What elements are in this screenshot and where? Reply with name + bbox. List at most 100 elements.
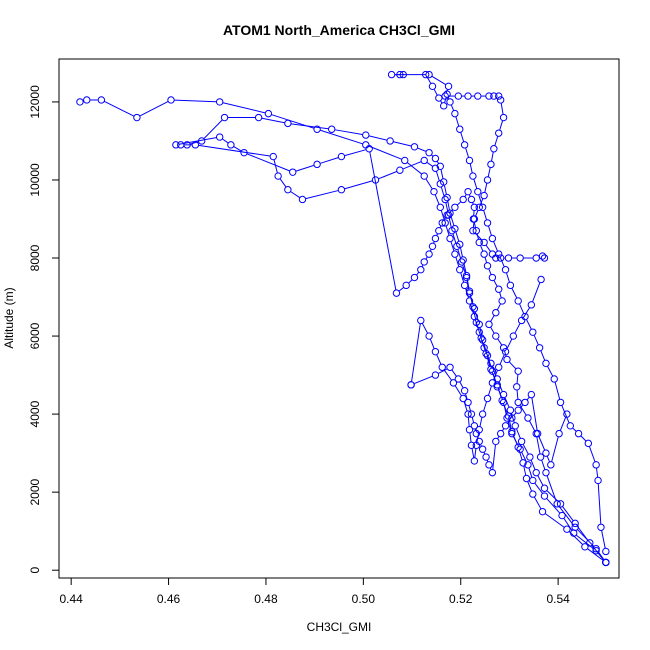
series-line-segment xyxy=(506,272,510,283)
data-point xyxy=(470,203,479,211)
series-line-segment xyxy=(490,315,495,322)
data-point xyxy=(431,164,440,172)
x-tick-label: 0.46 xyxy=(157,592,181,606)
series-line-segment xyxy=(407,162,422,175)
series-line-segment xyxy=(447,200,450,210)
series-line-segment xyxy=(493,241,498,252)
data-point xyxy=(133,113,141,122)
data-point xyxy=(514,406,522,414)
series-line-segment xyxy=(455,116,460,127)
series-line-segment xyxy=(514,323,521,334)
data-point xyxy=(480,191,488,200)
data-point xyxy=(464,398,472,407)
series-line-segment xyxy=(222,138,229,144)
data-point xyxy=(532,468,540,477)
data-point xyxy=(417,266,425,274)
data-point xyxy=(508,429,516,438)
series-line-segment xyxy=(545,513,565,528)
data-point xyxy=(467,410,476,418)
data-point xyxy=(509,332,518,340)
series-line-segment xyxy=(451,369,457,377)
data-point xyxy=(410,143,419,151)
series-line-segment xyxy=(344,180,373,190)
data-point xyxy=(83,96,91,104)
data-point xyxy=(487,365,495,373)
data-point xyxy=(517,437,526,446)
series-line-segment xyxy=(460,272,465,283)
data-point xyxy=(533,429,542,438)
chart-title: ATOM1 North_America CH3Cl_GMI xyxy=(223,22,455,38)
data-point xyxy=(538,507,547,516)
data-point xyxy=(492,308,500,317)
data-point xyxy=(527,390,536,399)
data-point xyxy=(566,422,575,430)
data-point xyxy=(362,131,370,139)
series-line-segment xyxy=(563,518,573,531)
series-line-segment xyxy=(511,288,518,299)
y-tick-label: 2000 xyxy=(28,478,42,505)
series-line-segment xyxy=(499,257,505,267)
data-point xyxy=(460,386,469,395)
data-point xyxy=(513,383,521,391)
series-line-segment xyxy=(473,179,478,189)
series-line-segment xyxy=(502,428,505,431)
series-line-segment xyxy=(440,169,444,179)
series-line-segment xyxy=(532,282,541,302)
data-point xyxy=(449,379,458,387)
data-point xyxy=(401,156,409,165)
data-point xyxy=(274,172,282,180)
data-point xyxy=(488,379,497,387)
series-line-segment xyxy=(488,268,492,275)
series-4 xyxy=(76,96,610,567)
series-line-segment xyxy=(521,452,527,463)
y-tick-label: 4000 xyxy=(28,400,42,427)
series-line-segment xyxy=(597,483,602,524)
data-point xyxy=(425,148,433,157)
data-point xyxy=(410,273,419,282)
series-line-segment xyxy=(580,435,587,442)
data-point xyxy=(495,363,503,371)
y-axis-label: Altitude (m) xyxy=(2,287,16,348)
data-point xyxy=(496,96,505,104)
series-line-segment xyxy=(492,444,496,470)
series-line-segment xyxy=(455,257,460,267)
data-point xyxy=(488,234,497,243)
data-point xyxy=(337,152,346,161)
series-line-segment xyxy=(198,144,270,157)
data-point xyxy=(451,203,459,211)
data-point xyxy=(574,429,583,438)
series-line-segment xyxy=(465,288,469,298)
data-point xyxy=(460,141,469,149)
data-point xyxy=(439,178,448,186)
data-point xyxy=(470,422,479,430)
series-line-segment xyxy=(203,119,223,139)
data-point xyxy=(547,461,555,469)
data-point xyxy=(76,98,84,106)
series-line-segment xyxy=(488,385,492,396)
series-line-segment xyxy=(469,163,473,173)
data-point xyxy=(514,367,522,375)
data-point xyxy=(501,422,510,430)
series-line-segment xyxy=(533,335,539,345)
series-line-segment xyxy=(445,225,450,236)
data-point xyxy=(475,437,483,446)
series-line-segment xyxy=(438,368,448,374)
data-point xyxy=(474,92,482,100)
data-point xyxy=(540,484,549,492)
series-line-segment xyxy=(279,178,287,188)
series-line-segment xyxy=(471,448,475,458)
series-line-segment xyxy=(334,129,363,136)
data-point xyxy=(581,543,589,551)
series-line-segment xyxy=(485,244,491,252)
data-point xyxy=(556,500,565,508)
series-line-segment xyxy=(233,146,242,152)
data-point xyxy=(220,113,229,122)
data-point xyxy=(456,266,464,274)
series-line-segment xyxy=(491,152,494,162)
data-point xyxy=(298,195,307,204)
data-point xyxy=(504,254,513,262)
series-line-segment xyxy=(436,161,439,164)
x-tick-label: 0.48 xyxy=(254,592,278,606)
data-point xyxy=(517,316,526,325)
series-line-segment xyxy=(516,390,519,400)
